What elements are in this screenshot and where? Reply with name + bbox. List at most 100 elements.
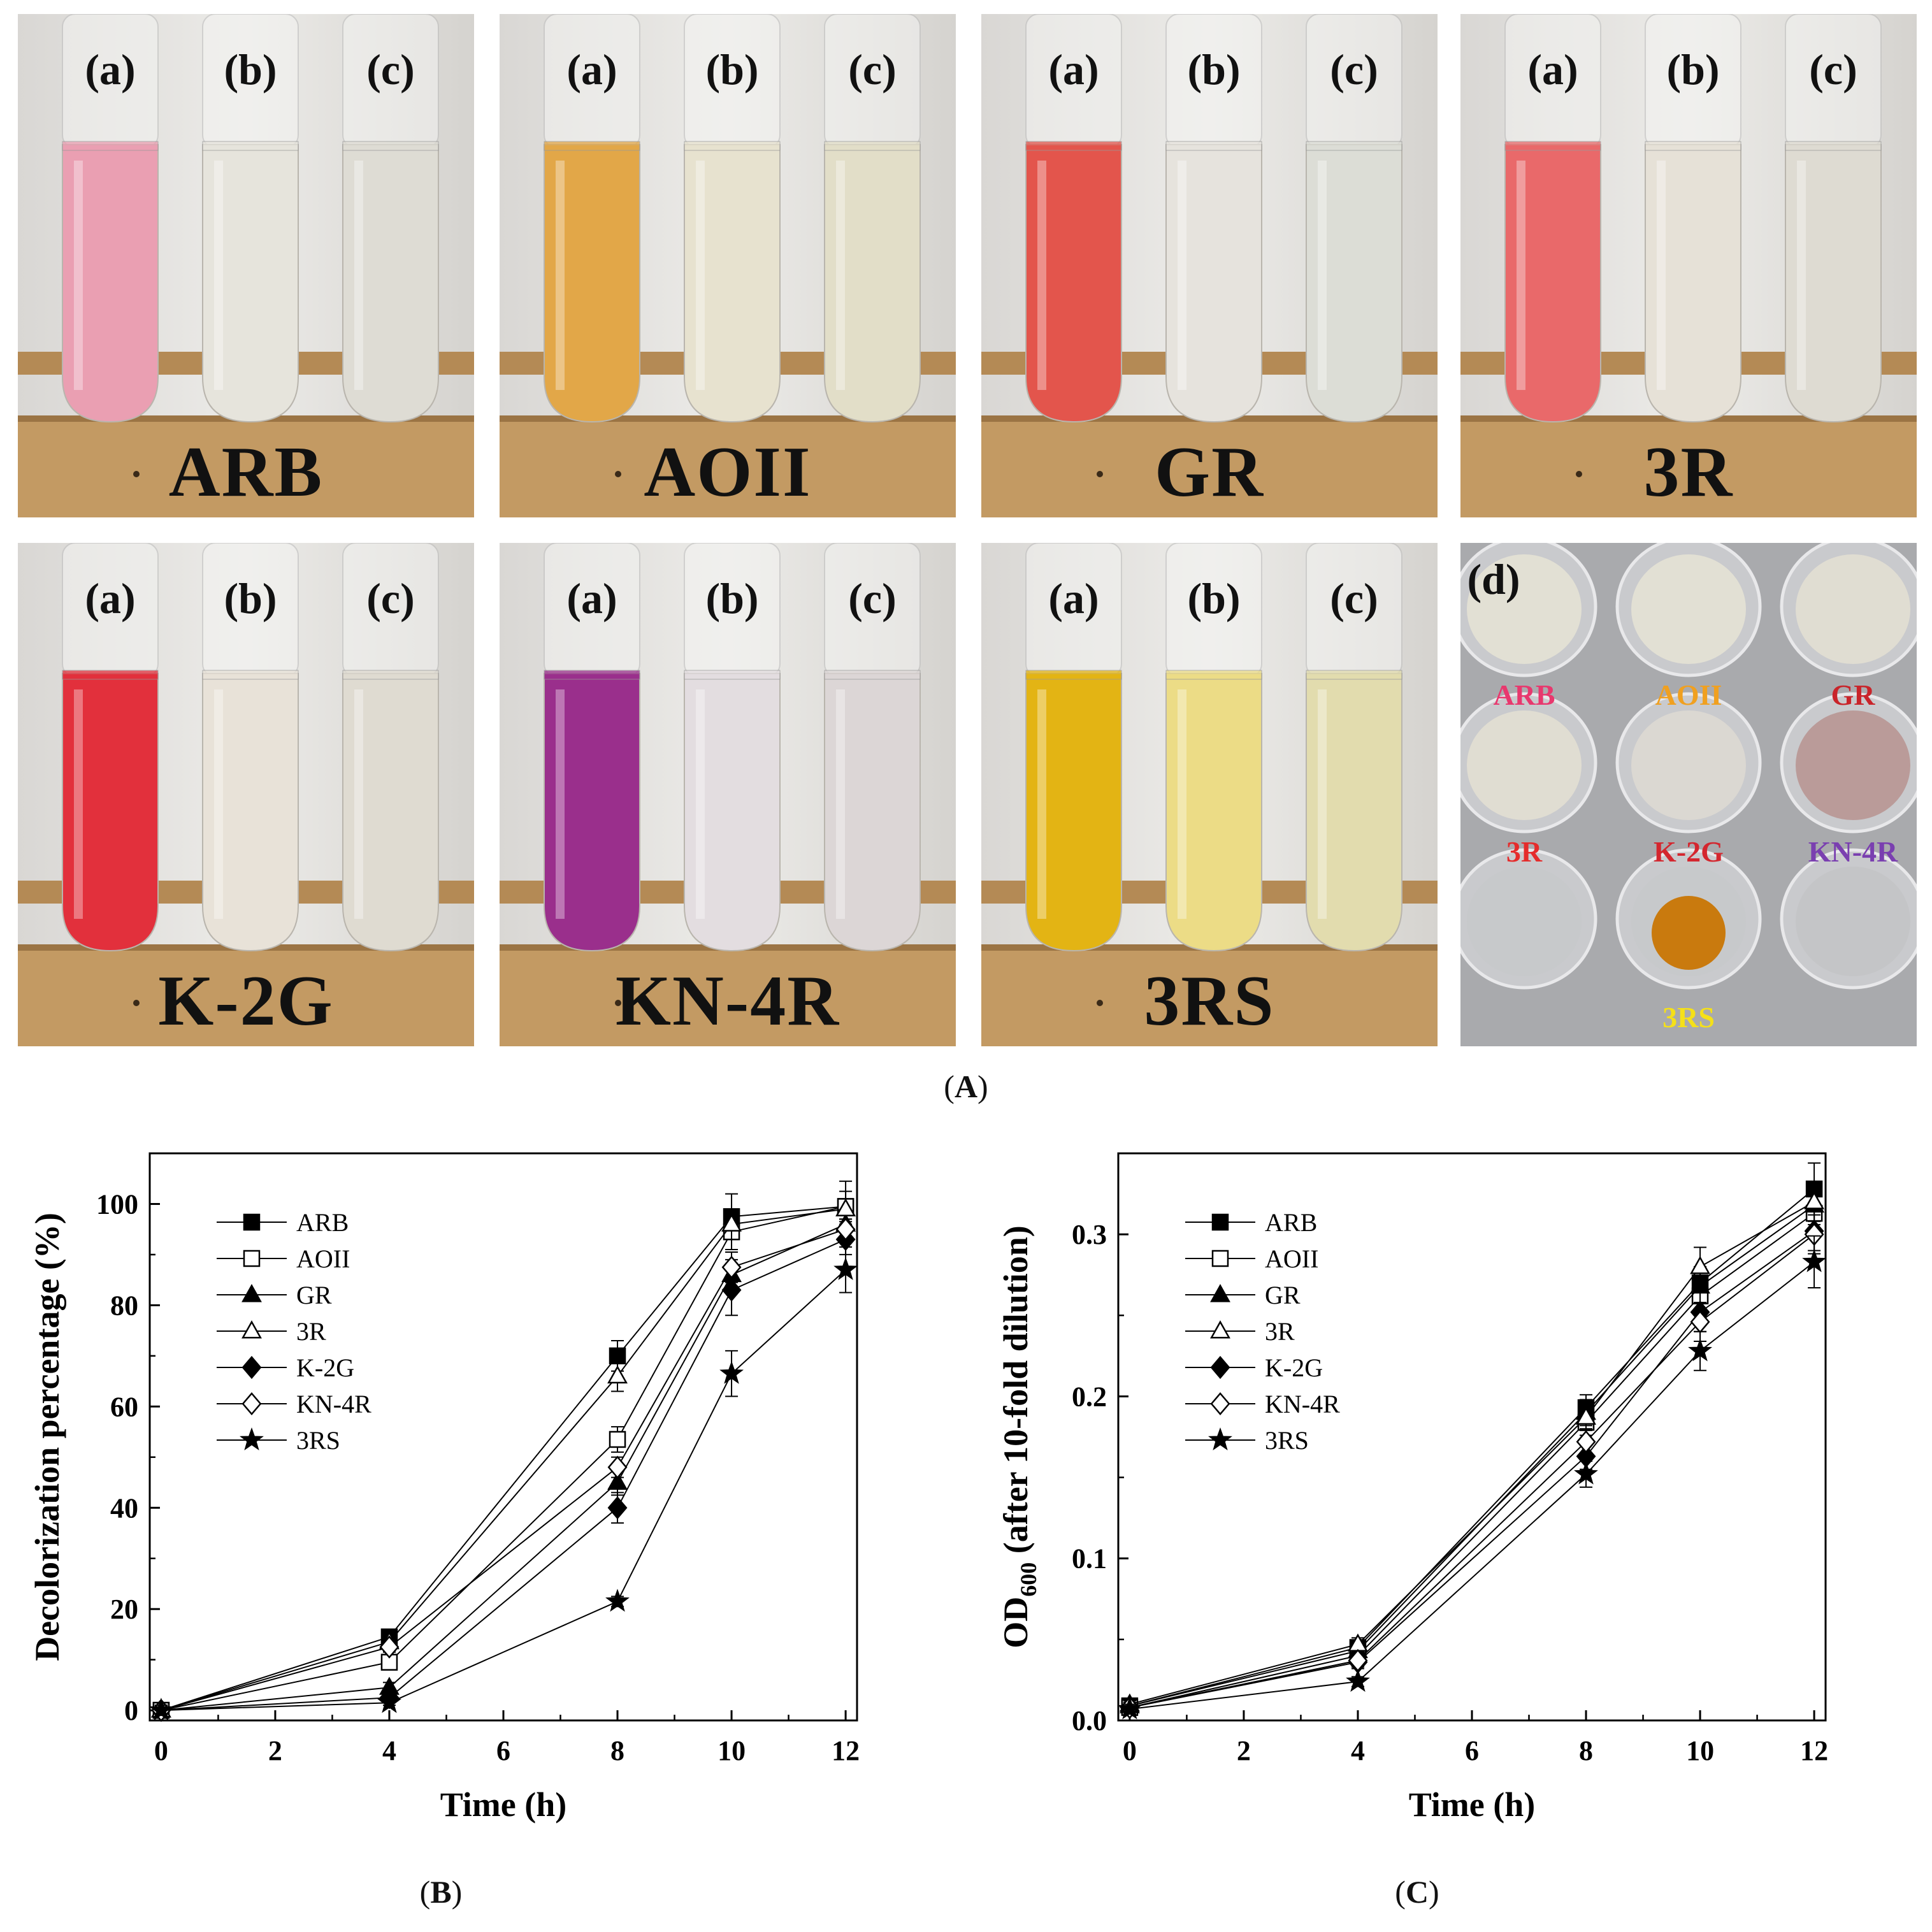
photo-scene bbox=[1460, 14, 1917, 517]
test-tube-c bbox=[824, 144, 921, 423]
legend-item-gr: GR bbox=[1185, 1281, 1301, 1309]
legend-marker bbox=[242, 1392, 262, 1416]
data-point bbox=[377, 1690, 401, 1713]
data-point bbox=[835, 1198, 856, 1216]
legend-item-3r: 3R bbox=[1185, 1317, 1295, 1346]
legend-marker bbox=[243, 1250, 261, 1267]
y-tick-label: 0.3 bbox=[1072, 1219, 1107, 1250]
legend-item-3rs: 3RS bbox=[217, 1426, 340, 1455]
legend-item-gr: GR bbox=[217, 1281, 332, 1309]
tube-label-a: (a) bbox=[566, 45, 617, 94]
legend-marker bbox=[1210, 1392, 1230, 1416]
test-tube-a bbox=[1025, 673, 1122, 952]
data-point bbox=[380, 1654, 398, 1671]
well-label-gr: GR bbox=[1831, 679, 1875, 711]
y-tick-label: 0.2 bbox=[1072, 1381, 1107, 1412]
tube-label-c: (c) bbox=[366, 45, 415, 94]
legend-marker bbox=[1211, 1250, 1229, 1267]
wooden-rack bbox=[18, 415, 474, 517]
legend-label: KN-4R bbox=[1265, 1390, 1340, 1418]
wooden-rack bbox=[981, 944, 1438, 1046]
legend-marker bbox=[1211, 1213, 1229, 1231]
test-tube-b bbox=[684, 144, 781, 423]
legend-marker bbox=[242, 1284, 262, 1302]
tube-label-c: (c) bbox=[848, 45, 897, 94]
plate-label: (d) bbox=[1467, 555, 1520, 603]
x-tick-label: 12 bbox=[1800, 1735, 1828, 1766]
test-tube-c bbox=[1785, 144, 1882, 423]
data-point bbox=[607, 1455, 628, 1479]
tube-label-a: (a) bbox=[85, 574, 136, 623]
series-line bbox=[1129, 1188, 1815, 1707]
data-point bbox=[1576, 1406, 1596, 1425]
well-label-aoii: AOII bbox=[1655, 679, 1722, 711]
wooden-rack bbox=[500, 415, 956, 517]
x-tick-label: 6 bbox=[1465, 1735, 1479, 1766]
data-point bbox=[148, 1698, 173, 1721]
data-point bbox=[1117, 1696, 1142, 1720]
wooden-rack bbox=[981, 415, 1438, 517]
legend-marker bbox=[243, 1213, 261, 1231]
photo-panel-k-2g: (a) (b) (c) K-2G bbox=[18, 543, 474, 1046]
photo-panel-arb: (a) (b) (c) ARB bbox=[18, 14, 474, 517]
legend-marker bbox=[1210, 1320, 1230, 1339]
dye-name: AOII bbox=[644, 433, 812, 512]
legend-label: 3RS bbox=[1265, 1426, 1309, 1455]
y-tick-label: 0.1 bbox=[1072, 1543, 1107, 1575]
series-line bbox=[161, 1206, 846, 1712]
series-line bbox=[161, 1223, 846, 1712]
test-tube-a bbox=[62, 673, 159, 952]
dye-name: K-2G bbox=[158, 962, 334, 1041]
tube-label-b: (b) bbox=[705, 45, 759, 94]
dye-name: 3RS bbox=[1144, 962, 1275, 1041]
legend-item-k-2g: K-2G bbox=[1185, 1353, 1323, 1382]
x-tick-label: 2 bbox=[268, 1735, 282, 1766]
legend-label: 3R bbox=[1265, 1317, 1295, 1346]
test-tube-c bbox=[342, 144, 439, 423]
dye-name: ARB bbox=[168, 433, 324, 512]
series-aoii bbox=[152, 1190, 854, 1719]
data-point bbox=[721, 1213, 742, 1232]
test-tube-c bbox=[1306, 673, 1402, 952]
data-point bbox=[1688, 1338, 1713, 1362]
legend-label: K-2G bbox=[1265, 1353, 1323, 1382]
legend-label: AOII bbox=[1265, 1244, 1318, 1273]
series-line bbox=[1129, 1213, 1815, 1708]
x-tick-label: 10 bbox=[717, 1735, 746, 1766]
legend-marker bbox=[242, 1355, 262, 1380]
legend-label: 3RS bbox=[296, 1426, 340, 1455]
series-line bbox=[161, 1239, 846, 1712]
legend-item-3r: 3R bbox=[217, 1317, 326, 1346]
x-tick-label: 8 bbox=[1579, 1735, 1593, 1766]
series-3rs bbox=[148, 1246, 858, 1721]
legend-marker bbox=[1210, 1355, 1230, 1380]
legend-item-kn-4r: KN-4R bbox=[1185, 1390, 1340, 1418]
tube-label-a: (a) bbox=[566, 574, 617, 623]
x-tick-label: 6 bbox=[496, 1735, 510, 1766]
series-3rs bbox=[1117, 1235, 1827, 1720]
legend-item-k-2g: K-2G bbox=[217, 1353, 354, 1382]
data-point bbox=[835, 1218, 856, 1241]
test-tube-a bbox=[1504, 144, 1601, 423]
data-point bbox=[721, 1278, 742, 1302]
series-line bbox=[1129, 1230, 1815, 1708]
chart-c: 0 2 4 6 8 10 12 0.0 0.1 0.2 0.3 Time (h) OD600 (afte… bbox=[997, 1152, 1828, 1824]
legend-item-kn-4r: KN-4R bbox=[217, 1390, 371, 1418]
data-point bbox=[1346, 1669, 1370, 1692]
x-tick-label: 12 bbox=[832, 1735, 860, 1766]
residue-spot bbox=[1652, 896, 1726, 970]
x-tick-label: 4 bbox=[382, 1735, 396, 1766]
test-tube-b bbox=[202, 144, 299, 423]
legend-label: ARB bbox=[1265, 1208, 1317, 1237]
series-line bbox=[1129, 1201, 1815, 1705]
photo-scene bbox=[500, 543, 956, 1046]
test-tube-c bbox=[1306, 144, 1402, 423]
series-line bbox=[1129, 1204, 1815, 1707]
test-tube-c bbox=[824, 673, 921, 952]
well-label-kn-4r: KN-4R bbox=[1808, 835, 1898, 868]
caption-c: (C) bbox=[1395, 1874, 1439, 1910]
data-point bbox=[1576, 1430, 1596, 1453]
photo-panel-3rs: (a) (b) (c) 3RS bbox=[981, 543, 1438, 1046]
dye-name: GR bbox=[1155, 433, 1264, 512]
wooden-rack bbox=[1460, 415, 1917, 517]
